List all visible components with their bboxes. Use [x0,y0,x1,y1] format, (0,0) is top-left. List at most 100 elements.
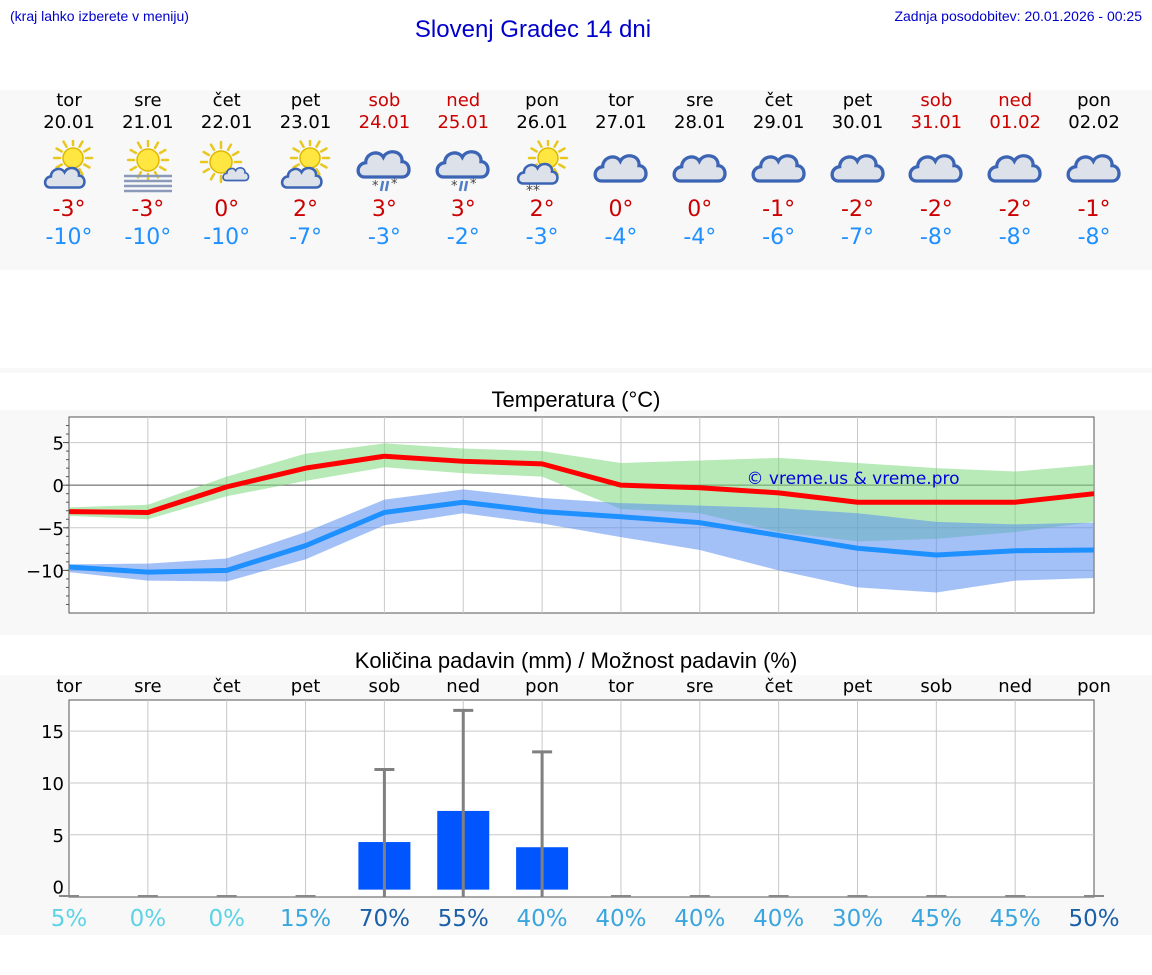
cloud-outline [221,167,250,182]
day-name: sob [368,90,401,111]
sun-ray [314,140,321,148]
sun-ray [226,143,232,152]
precipitation-probability: 40% [595,906,646,932]
min-temperature: -10° [45,225,93,250]
snow-flake: * [451,179,458,194]
precipitation-probability: 55% [438,906,489,932]
rain-drop [380,180,385,192]
day-column: sob 24.01 * * 3° -3° [344,90,424,252]
precipitation-probability: 0% [208,906,245,932]
max-temperature: -2° [841,197,874,222]
sun-ray [158,148,167,155]
max-temperature: 0° [608,197,634,222]
cloudy-icon [908,154,963,183]
cloud-shape [830,154,885,183]
sun-ray [209,172,215,181]
min-temperature: -2° [446,225,480,250]
x-category-label: sob [920,676,952,697]
min-temperature: -3° [525,225,559,250]
y-tick-label: −5 [37,519,64,540]
sun-cloud-snow-icon: ** [516,140,569,196]
day-name: ned [446,90,481,111]
cloud-shape [221,167,250,182]
max-temperature-line [68,453,1095,515]
day-name: tor [608,90,634,111]
max-temperature: 2° [529,197,555,222]
sun-disc [136,148,160,172]
min-temperature: -4° [604,225,638,250]
day-name: pon [1077,90,1111,111]
max-temperature: 0° [687,197,713,222]
cloud-shape [593,154,648,183]
max-temperature: -2° [919,197,953,222]
min-temperature-range-band [69,489,1095,593]
snow-flake: * [372,179,379,194]
day-name: ned [998,90,1033,111]
y-tick-label: 0 [53,878,64,899]
x-category-label: tor [608,676,634,697]
min-temperature: -10° [124,225,172,250]
day-date: 21.01 [122,112,174,133]
cloudy-icon [830,154,885,183]
page-title: Slovenj Gradec 14 dni [414,16,652,43]
y-tick-label: 0 [53,476,64,497]
sun-disc [208,150,233,174]
sun-ray [319,163,328,169]
cloud-shape [672,154,727,183]
min-temperature: -8° [919,225,953,250]
cloud-outline [516,162,559,185]
snow-flake: * [391,177,398,192]
sun-ray [83,147,91,153]
cloud-shape [280,166,323,189]
sun-ray [298,140,305,148]
cloud-shape [751,154,806,183]
day-name: pon [525,90,560,111]
cloud-outline [830,154,885,183]
sun-ray [153,141,160,150]
sun-disc [298,147,321,169]
day-date: 22.01 [200,112,253,133]
max-temperature: -3° [52,197,86,222]
cloud-shape [435,150,490,179]
sun-ray [231,150,240,157]
min-temperature: -7° [841,225,874,250]
sun-ray [55,147,63,153]
day-name: tor [56,90,82,111]
cloud-sleet-icon: * * [435,150,490,194]
cloudy-icon [751,154,806,183]
day-column: pet 30.01 -2° -7° [818,90,898,252]
sun-ray [158,165,167,172]
y-tick-label: −10 [26,561,64,582]
partly-cloudy-sun-icon [280,140,330,189]
precipitation-probability: 0% [130,906,167,932]
min-temperature: -6° [762,225,796,250]
min-temperature: -8° [1077,225,1111,250]
day-column: pet 23.01 2° -7° [266,90,346,252]
day-column: pon 26.01 ** 2° -3° [502,90,582,252]
day-column: sob 31.01 -2° -8° [896,90,976,252]
x-category-label: čet [765,676,793,697]
day-column: tor 27.01 0° -4° [581,90,661,252]
precipitation-chart: tor sre čet pet sob ned pon tor sre čet pet sob ned p… [41,676,1120,932]
day-name: sre [134,90,162,111]
sun-fog-icon [123,140,172,193]
precipitation-probability: 40% [674,906,725,932]
sun-small-cloud-icon [199,140,250,184]
x-category-label: ned [446,676,480,697]
cloud-outline [435,150,490,179]
day-column: sre 28.01 0° -4° [660,90,740,252]
cloudy-icon [1066,154,1121,183]
cloud-shape [43,166,86,189]
x-category-label: tor [56,676,82,697]
cloud-outline [356,150,412,179]
cloud-outline [43,166,86,189]
sun-ray [553,140,559,148]
day-column: ned 01.02 -2° -8° [975,90,1055,252]
location-menu-hint[interactable]: (kraj lahko izberete v meniju) [10,8,189,24]
y-tick-label: 5 [53,826,64,847]
x-category-label: sob [368,676,400,697]
day-name: čet [764,90,793,111]
cloudy-icon [593,154,648,183]
day-date: 29.01 [752,112,805,133]
temperature-chart-title: Temperatura (°C) [491,387,661,412]
